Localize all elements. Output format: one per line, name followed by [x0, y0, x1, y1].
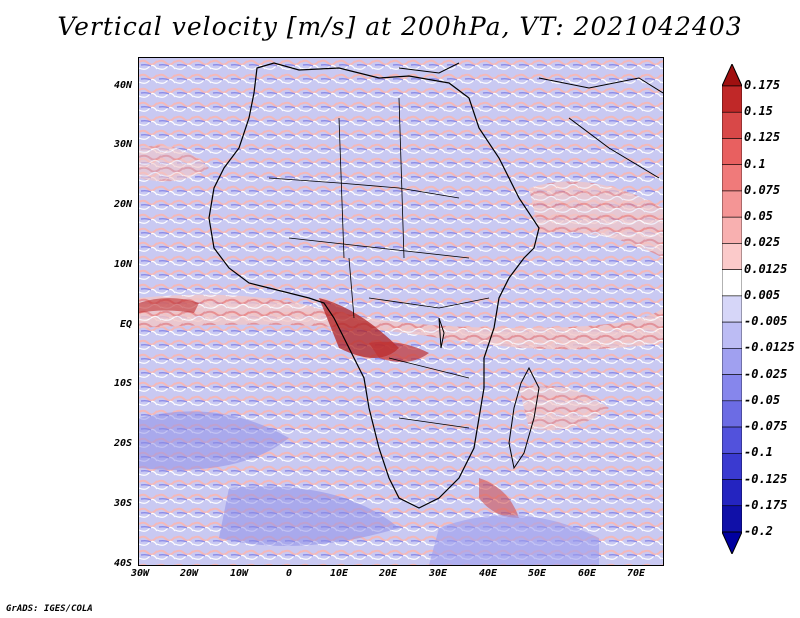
colorbar-segment	[722, 348, 742, 375]
colorbar-bottom-tip	[722, 531, 742, 554]
lat-label-30n: 30N	[113, 139, 132, 150]
colorbar-segment	[722, 452, 742, 480]
lat-label-10n: 10N	[113, 259, 132, 270]
colorbar-label: -0.0125	[744, 340, 795, 355]
colorbar-label: 0.1	[744, 156, 766, 171]
lon-label-10e: 10E	[329, 568, 349, 579]
lat-label-40n: 40N	[113, 80, 132, 91]
colorbar-segment	[722, 321, 742, 349]
colorbar-segment	[722, 505, 742, 533]
lat-label-20n: 20N	[113, 199, 132, 210]
colorbar-segment	[722, 374, 742, 402]
colorbar-label: 0.075	[744, 182, 781, 197]
colorbar-label: 0.005	[744, 287, 781, 302]
colorbar-label: 0.125	[744, 130, 781, 145]
colorbar-top-tip	[722, 64, 742, 87]
lon-label-20e: 20E	[378, 568, 398, 579]
colorbar-label: -0.025	[744, 366, 788, 381]
colorbar-label: -0.125	[744, 471, 788, 486]
footer-credit: GrADS: IGES/COLA	[6, 604, 93, 614]
colorbar-label: -0.2	[744, 524, 773, 538]
colorbar-label: 0.175	[744, 78, 781, 92]
lon-label-30e: 30E	[428, 568, 448, 579]
lat-label-20s: 20S	[113, 438, 132, 449]
lat-label-30s: 30S	[113, 498, 132, 509]
lon-label-60e: 60E	[577, 568, 597, 579]
chart-title: Vertical velocity [m/s] at 200hPa, VT: 2…	[57, 12, 743, 41]
colorbar-label: -0.1	[744, 445, 773, 460]
colorbar-segment	[722, 190, 742, 218]
colorbar-segment	[722, 295, 742, 323]
colorbar-segment	[722, 164, 742, 192]
lon-label-50e: 50E	[527, 568, 547, 579]
lon-label-0: 0	[285, 568, 293, 579]
colorbar-segment	[722, 269, 742, 297]
lat-label-10s: 10S	[113, 378, 132, 389]
lon-label-40e: 40E	[478, 568, 498, 579]
lon-label-20w: 20W	[179, 568, 199, 579]
lat-label-eq: EQ	[119, 319, 132, 330]
colorbar-segment	[722, 479, 742, 507]
colorbar-label: -0.005	[744, 314, 788, 329]
lat-label-40s: 40S	[113, 558, 132, 569]
colorbar-segment	[722, 138, 742, 166]
colorbar-label: -0.175	[744, 497, 788, 512]
vertical-velocity-field	[139, 58, 663, 565]
colorbar-label: 0.025	[744, 235, 781, 250]
map-panel	[138, 57, 664, 566]
colorbar-label: 0.05	[744, 209, 773, 224]
colorbar-segment	[722, 85, 742, 113]
colorbar-label: 0.15	[744, 104, 773, 119]
colorbar-segment	[722, 111, 742, 139]
colorbar-segment	[722, 243, 742, 270]
colorbar	[722, 64, 742, 554]
colorbar-label: -0.05	[744, 392, 781, 407]
colorbar-segment	[722, 400, 742, 428]
colorbar-segment	[722, 426, 742, 454]
colorbar-label: 0.0125	[744, 261, 788, 276]
colorbar-label: -0.075	[744, 419, 788, 434]
lon-label-70e: 70E	[626, 568, 646, 579]
lon-label-10w: 10W	[229, 568, 249, 579]
colorbar-segment	[722, 216, 742, 244]
lon-label-30w: 30W	[130, 568, 150, 579]
